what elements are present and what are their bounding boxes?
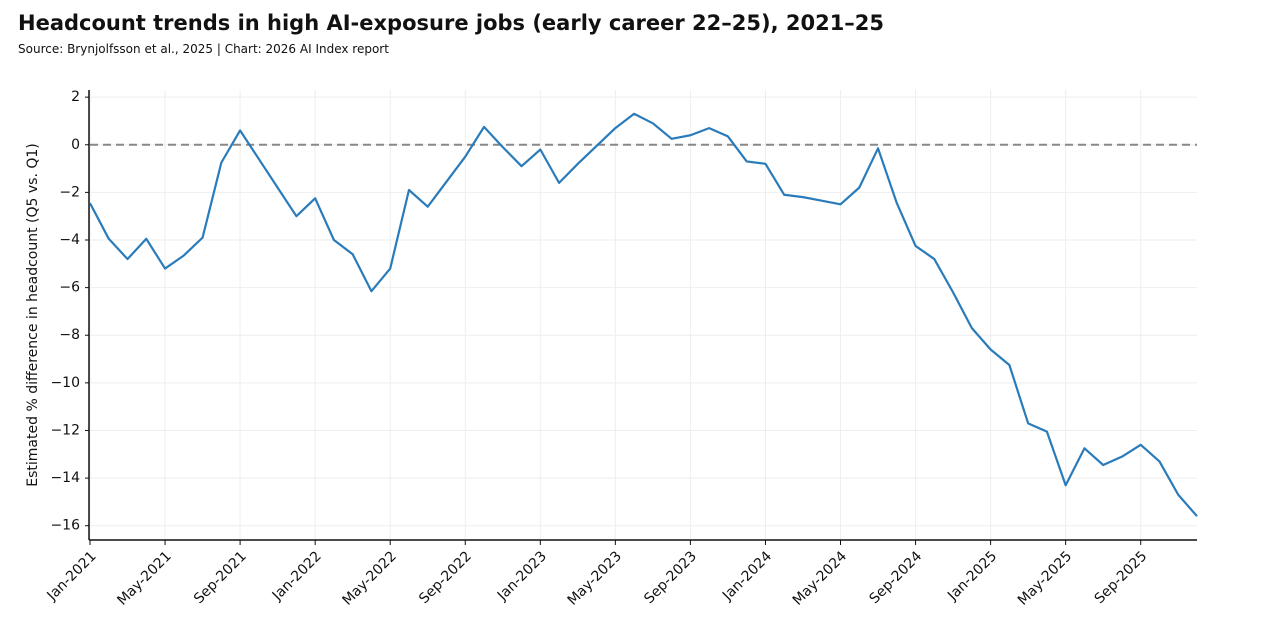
- chart-subtitle: Source: Brynjolfsson et al., 2025 | Char…: [18, 42, 389, 56]
- y-tick-label: 0: [71, 137, 80, 153]
- y-tick-label: −14: [50, 470, 80, 486]
- x-tick-label: Sep-2022: [416, 548, 475, 607]
- y-tick-label: −2: [59, 184, 80, 200]
- line-series: [89, 112, 1198, 517]
- x-tick-label: May-2021: [114, 548, 174, 608]
- y-tick-label: −8: [59, 327, 80, 343]
- x-tick-label: Sep-2024: [866, 548, 925, 607]
- chart-title: Headcount trends in high AI-exposure job…: [18, 11, 884, 35]
- x-tick-label: Sep-2025: [1092, 548, 1151, 607]
- x-tick-label: Jan-2023: [494, 548, 550, 604]
- x-tick-label: Jan-2022: [269, 548, 325, 604]
- x-tick-label: May-2023: [565, 548, 625, 608]
- y-tick-label: −12: [50, 422, 80, 438]
- y-tick-label: −6: [59, 280, 80, 296]
- y-tick-label: −10: [50, 375, 80, 391]
- x-tick-label: May-2022: [339, 548, 399, 608]
- x-tick-label: Jan-2025: [944, 548, 1000, 604]
- x-tick-label: May-2024: [790, 548, 850, 608]
- y-tick-label: −16: [50, 518, 80, 534]
- x-tick-label: Jan-2021: [44, 548, 100, 604]
- x-tick-label: Jan-2024: [719, 548, 775, 604]
- x-tick-label: Sep-2023: [641, 548, 700, 607]
- y-axis-label: Estimated % difference in headcount (Q5 …: [25, 143, 41, 486]
- x-tick-label: Sep-2021: [191, 548, 250, 607]
- y-tick-label: 2: [71, 89, 80, 105]
- y-tick-label: −4: [59, 232, 80, 248]
- x-tick-label: May-2025: [1015, 548, 1075, 608]
